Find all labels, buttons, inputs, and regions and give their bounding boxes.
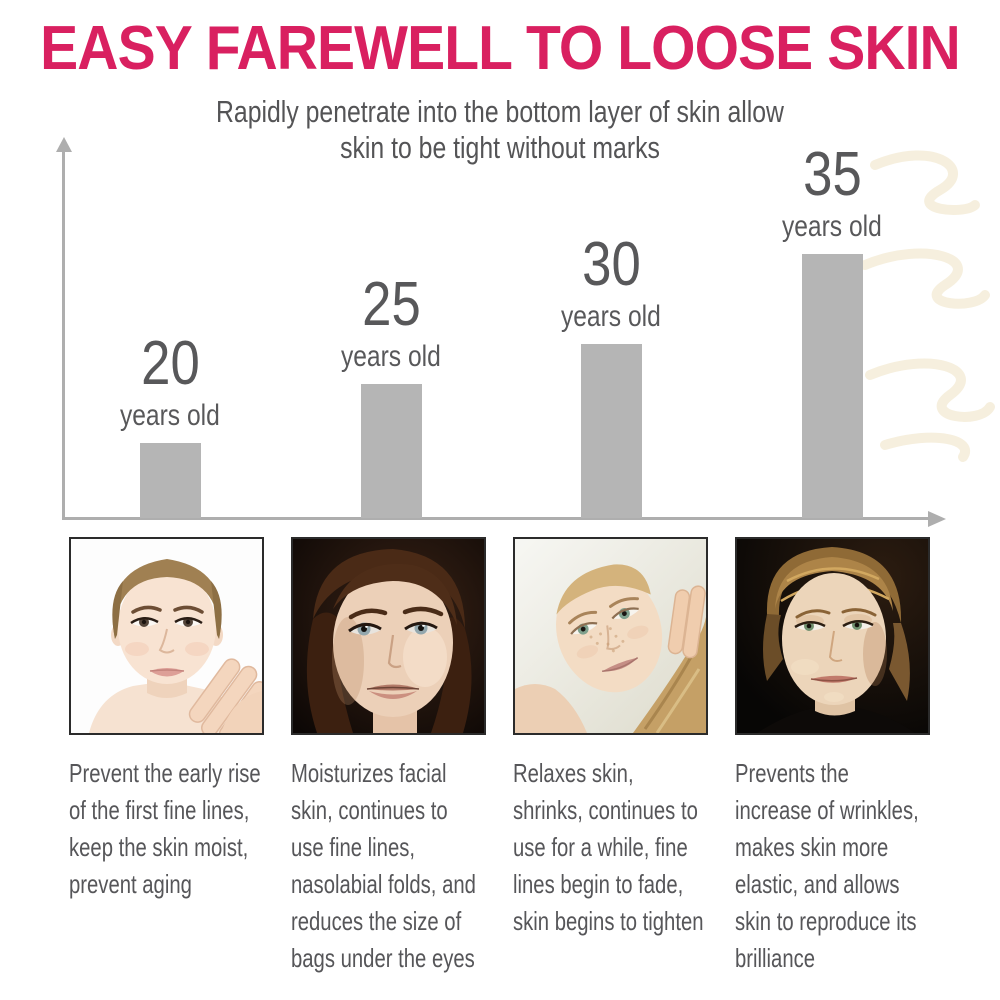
y-axis bbox=[62, 150, 65, 519]
y-axis-arrow-icon bbox=[56, 137, 72, 152]
bar-column-20: 20 years old bbox=[85, 333, 255, 518]
bar-age-number: 35 bbox=[802, 140, 862, 209]
bar-age-number: 20 bbox=[140, 329, 200, 398]
bar-age-20 bbox=[139, 443, 201, 518]
bar-age-suffix: years old bbox=[341, 340, 441, 373]
subtitle-line-1: Rapidly penetrate into the bottom layer … bbox=[216, 94, 784, 129]
bar-column-35: 35 years old bbox=[747, 144, 917, 518]
background-accent-squiggle bbox=[860, 150, 995, 462]
stage-caption: Moisturizes facial skin, continues to us… bbox=[291, 758, 476, 973]
portrait-photo-age-25 bbox=[291, 537, 486, 735]
stage-age-20: Prevent the early rise of the first fine… bbox=[69, 537, 264, 977]
subtitle-line-2: skin to be tight without marks bbox=[340, 130, 660, 165]
stage-age-30: Relaxes skin, shrinks, continues to use … bbox=[513, 537, 708, 977]
bar-column-30: 30 years old bbox=[526, 234, 696, 518]
age-bar-chart: 20 years old 25 years old 30 years old 3… bbox=[56, 137, 995, 527]
woman-age-35-illustration bbox=[737, 539, 928, 733]
x-axis bbox=[62, 517, 930, 520]
page-title: EASY FAREWELL TO LOOSE SKIN bbox=[40, 14, 961, 83]
bar-age-30 bbox=[580, 344, 642, 518]
bar-age-number: 25 bbox=[361, 270, 421, 339]
bar-age-25 bbox=[360, 384, 422, 518]
bar-age-suffix: years old bbox=[561, 300, 661, 333]
portrait-photo-age-20 bbox=[69, 537, 264, 735]
bar-age-number: 30 bbox=[581, 230, 641, 299]
portrait-photo-age-35 bbox=[735, 537, 930, 735]
bar-age-35 bbox=[801, 254, 863, 518]
stage-age-35: Prevents the increase of wrinkles, makes… bbox=[735, 537, 930, 977]
woman-age-20-illustration bbox=[71, 539, 262, 733]
stages-grid: Prevent the early rise of the first fine… bbox=[69, 537, 930, 977]
stage-age-25: Moisturizes facial skin, continues to us… bbox=[291, 537, 486, 977]
subtitle: Rapidly penetrate into the bottom layer … bbox=[100, 94, 900, 166]
portrait-photo-age-30 bbox=[513, 537, 708, 735]
bar-age-suffix: years old bbox=[782, 210, 882, 243]
bar-column-25: 25 years old bbox=[306, 274, 476, 518]
stage-caption: Relaxes skin, shrinks, continues to use … bbox=[513, 758, 704, 936]
stage-caption: Prevent the early rise of the first fine… bbox=[69, 758, 261, 899]
x-axis-arrow-icon bbox=[928, 511, 946, 527]
woman-age-30-illustration bbox=[515, 539, 706, 733]
woman-age-25-illustration bbox=[293, 539, 484, 733]
bar-age-suffix: years old bbox=[120, 399, 220, 432]
stage-caption: Prevents the increase of wrinkles, makes… bbox=[735, 758, 919, 973]
